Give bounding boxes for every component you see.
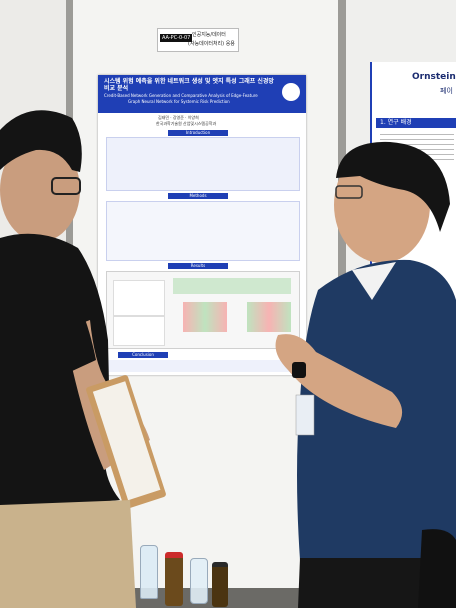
poster-affiliation: 한국과학기술원 산업및시스템공학과 — [156, 121, 217, 126]
results-panel — [106, 271, 300, 349]
results-bar — [173, 278, 291, 294]
backpack — [418, 529, 456, 608]
person-left-pants — [0, 500, 136, 608]
person-left-glasses — [51, 177, 81, 195]
network-plot-1 — [113, 280, 165, 316]
section-results-label: Results — [168, 263, 228, 269]
main-poster: 시스템 위험 예측을 위한 네트워크 생성 및 엣지 특성 그래프 신경망 비교… — [98, 75, 306, 375]
board-label: AA-PC-0-07 인공지능/데이터 (자능데이터처리) 응용 — [157, 28, 239, 52]
right-poster-section: 1. 연구 배경 — [376, 118, 456, 128]
right-poster-subtitle: 페이 — [440, 87, 453, 95]
person-right-glasses — [335, 185, 363, 199]
intro-panel — [106, 137, 300, 191]
methods-panel — [106, 201, 300, 261]
bottle-drink-red-cap — [165, 552, 183, 606]
board-label-category: 인공지능/데이터 — [192, 32, 226, 38]
person-left-head — [0, 138, 80, 242]
poster-header: 시스템 위험 예측을 위한 네트워크 생성 및 엣지 특성 그래프 신경망 비교… — [98, 75, 306, 113]
person-left-hair — [0, 110, 82, 172]
person-right-pants — [298, 558, 430, 608]
bottle-water-2 — [190, 558, 208, 604]
bottle-water-1 — [140, 545, 158, 599]
right-poster-title: Ornstein-Uh — [412, 72, 456, 82]
board-label-code: AA-PC-0-07 — [160, 34, 193, 42]
person-right-hair — [336, 141, 450, 232]
bottle-drink-brown — [212, 562, 228, 607]
network-plot-2 — [113, 316, 165, 346]
section-conclusion-label: Conclusion — [118, 352, 168, 358]
person-left-sleeve — [44, 270, 96, 372]
university-logo — [282, 83, 300, 101]
conclusion-panel — [106, 360, 298, 372]
watch-icon — [292, 362, 306, 378]
person-left-shirt — [0, 233, 120, 512]
person-right-collar — [352, 262, 396, 300]
poster-title-kr: 시스템 위험 예측을 위한 네트워크 생성 및 엣지 특성 그래프 신경망 비교… — [104, 78, 274, 92]
name-badge — [295, 394, 315, 436]
poster-title-en-2: Graph Neural Network for Systemic Risk P… — [128, 99, 230, 104]
heatmap-table-1 — [183, 302, 227, 332]
clipboard — [86, 375, 166, 509]
poster-title-en-1: Credit-Based Network Generation and Comp… — [104, 93, 258, 98]
poster-authors: 김태민 · 강영준 · 이양희 — [158, 115, 199, 120]
board-label-subcategory: (자능데이터처리) 응용 — [188, 41, 235, 47]
section-methods-label: Methods — [168, 193, 228, 199]
heatmap-table-2 — [247, 302, 291, 332]
person-right-arm — [275, 334, 403, 428]
section-introduction-label: Introduction — [168, 130, 228, 136]
